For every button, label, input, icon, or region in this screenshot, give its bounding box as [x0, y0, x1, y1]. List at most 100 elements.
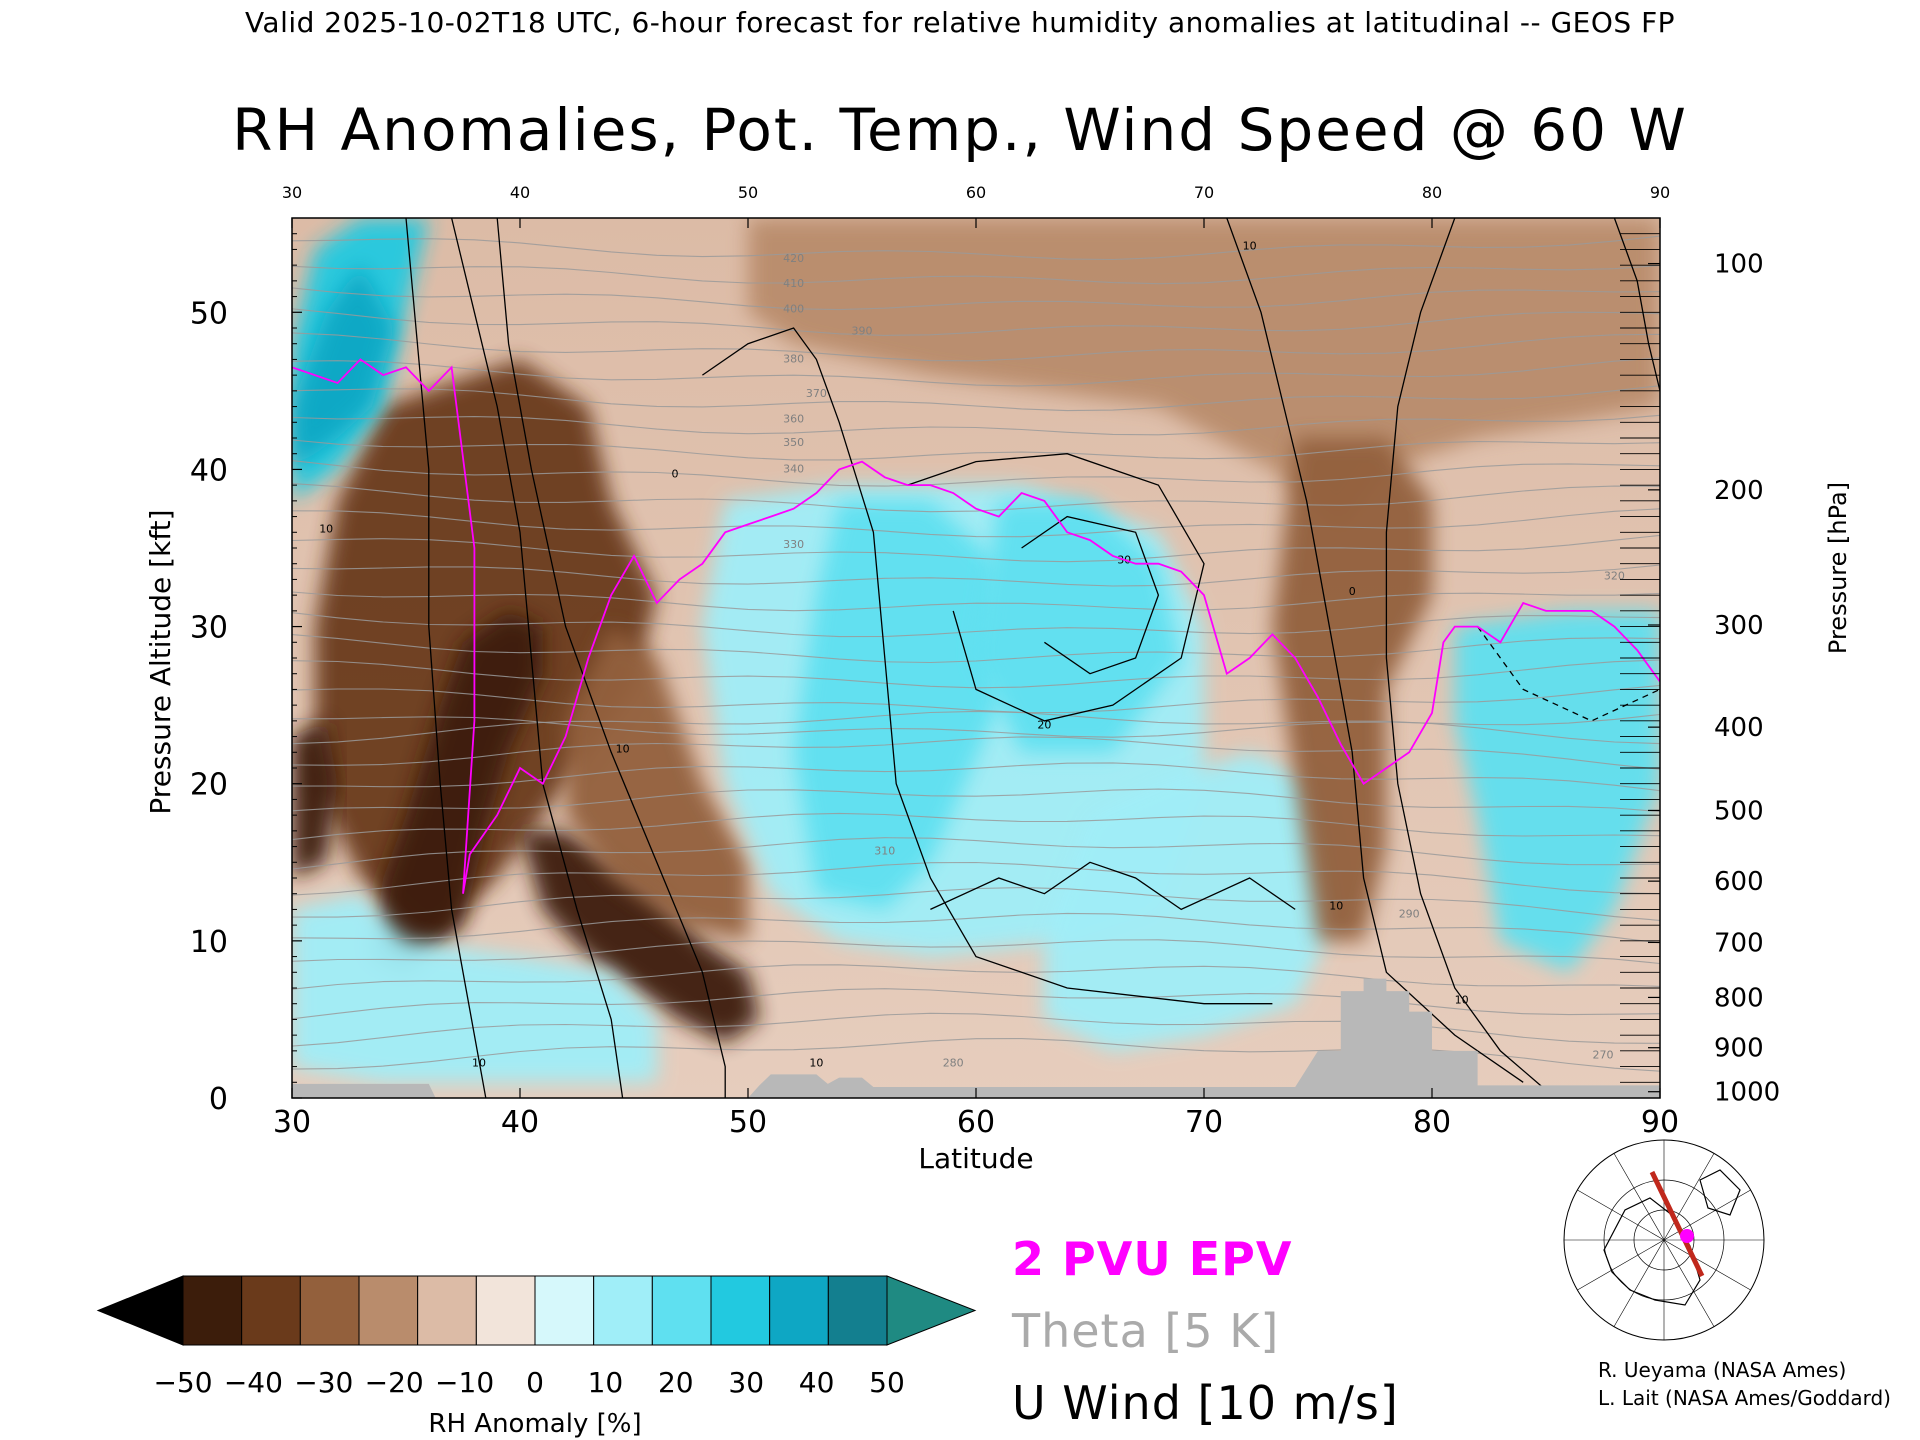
theta-label-13: 280 — [943, 1057, 964, 1070]
theta-line-31 — [292, 287, 1660, 311]
wind-label-0: 10 — [319, 522, 333, 535]
y2-axis-label: Pressure [hPa] — [1824, 482, 1852, 654]
theta-line-17 — [292, 634, 1660, 664]
theta-line-19 — [292, 591, 1660, 612]
rh-region-1 — [371, 610, 543, 973]
wind-line-7 — [1385, 218, 1547, 1091]
minimap-coastline — [1699, 1169, 1741, 1216]
theta-line-23 — [292, 483, 1660, 513]
colorbar-swatch-3 — [358, 1275, 419, 1346]
wind-label-7: 0 — [1349, 585, 1356, 598]
theta-line-29 — [292, 332, 1660, 362]
x-top-tick-label-2: 50 — [738, 183, 758, 202]
theta-line-9 — [292, 812, 1660, 841]
x-tick-label-3: 60 — [957, 1105, 995, 1140]
p-tick-label-5: 600 — [1714, 867, 1764, 897]
credit-ueyama: R. Ueyama (NASA Ames) — [1598, 1358, 1847, 1382]
wind-line-4 — [907, 453, 1205, 722]
x-tick-label-6: 90 — [1641, 1105, 1679, 1140]
wind-line-1 — [450, 218, 624, 1098]
terrain — [292, 978, 1660, 1098]
colorbar-tick-label-0: −50 — [153, 1366, 212, 1399]
wind-label-8: 10 — [1329, 899, 1343, 912]
wind-label-1: 10 — [616, 742, 630, 755]
p-tick-label-6: 700 — [1714, 928, 1764, 958]
theta-label-6: 360 — [783, 412, 804, 425]
x-tick-label-5: 80 — [1413, 1105, 1451, 1140]
colorbar: −50 −40 −30 −20 −10 0 10 20 30 40 50 RH Anomaly [%] — [96, 1275, 977, 1439]
y-tick-label-1: 10 — [190, 925, 228, 960]
theta-line-12 — [292, 736, 1660, 770]
theta-label-10: 320 — [1604, 569, 1625, 582]
header-line: Valid 2025-10-02T18 UTC, 6-hour forecast… — [244, 6, 1676, 39]
rh-region-10 — [292, 893, 657, 1083]
theta-label-4: 380 — [783, 353, 804, 366]
minimap-meridian — [1663, 1153, 1715, 1241]
wind-line-10 — [930, 861, 1296, 911]
x-top-tick-label-3: 60 — [966, 183, 986, 202]
theta-label-8: 340 — [783, 463, 804, 476]
p-tick-label-1: 200 — [1714, 476, 1764, 506]
colorbar-tick-label-8: 30 — [728, 1366, 764, 1399]
y-tick-label-5: 50 — [190, 296, 228, 331]
colorbar-low-arrow — [96, 1275, 184, 1346]
theta-label-1: 410 — [783, 277, 804, 290]
x-top-tick-label-0: 30 — [282, 183, 302, 202]
x-tick-label-1: 40 — [501, 1105, 539, 1140]
colorbar-tick-label-9: 40 — [799, 1366, 835, 1399]
theta-line-22 — [292, 508, 1660, 538]
theta-line-8 — [292, 837, 1660, 870]
epv-contour — [292, 358, 1660, 894]
credit-lait: L. Lait (NASA Ames/Goddard) — [1598, 1386, 1891, 1410]
theta-label-0: 420 — [783, 252, 804, 265]
colorbar-swatch-2 — [299, 1275, 360, 1346]
rh-region-4 — [565, 626, 748, 941]
location-minimap — [1563, 1139, 1765, 1341]
colorbar-tick-label-7: 20 — [658, 1366, 694, 1399]
wind-label-3: 0 — [672, 467, 679, 480]
colorbar-tick-label-4: −10 — [435, 1366, 494, 1399]
theta-line-2 — [292, 988, 1660, 1020]
chart-title: RH Anomalies, Pot. Temp., Wind Speed @ 6… — [232, 96, 1688, 164]
theta-line-15 — [292, 684, 1660, 714]
theta-line-21 — [292, 534, 1660, 563]
x-top-tick-label-1: 40 — [510, 183, 530, 202]
theta-label-14: 270 — [1593, 1049, 1614, 1062]
theta-label-9: 330 — [783, 538, 804, 551]
colorbar-tick-label-6: 10 — [588, 1366, 624, 1399]
theta-label-12: 290 — [1399, 907, 1420, 920]
colorbar-swatch-5 — [475, 1275, 536, 1346]
theta-line-25 — [292, 439, 1660, 461]
theta-line-10 — [292, 788, 1660, 813]
theta-line-24 — [292, 460, 1660, 487]
colorbar-swatch-6 — [534, 1275, 595, 1346]
minimap-meridian — [1577, 1239, 1665, 1291]
theta-line-4 — [292, 939, 1660, 965]
theta-label-11: 310 — [874, 844, 895, 857]
minimap-meridian — [1613, 1153, 1665, 1241]
colorbar-swatch-4 — [417, 1275, 477, 1346]
wind-line-2 — [405, 218, 487, 1098]
x-tick-label-2: 50 — [729, 1105, 767, 1140]
colorbar-swatch-11 — [827, 1275, 888, 1346]
theta-line-14 — [292, 713, 1660, 738]
p-tick-label-9: 1000 — [1714, 1078, 1780, 1108]
theta-line-11 — [292, 762, 1660, 792]
colorbar-tick-label-2: −30 — [294, 1366, 353, 1399]
theta-line-32 — [292, 264, 1660, 285]
wind-line-3 — [702, 327, 1273, 1005]
wind-label-6: 10 — [1243, 239, 1257, 252]
p-tick-label-0: 100 — [1714, 250, 1764, 280]
theta-label-7: 350 — [783, 436, 804, 449]
wind-label-10: 10 — [809, 1057, 823, 1070]
wind-label-4: 20 — [1037, 719, 1051, 732]
y-tick-label-3: 30 — [190, 611, 228, 646]
theta-line-20 — [292, 564, 1660, 587]
colorbar-tick-label-3: −20 — [365, 1366, 424, 1399]
colorbar-high-arrow — [886, 1275, 977, 1346]
rh-region-14 — [1272, 438, 1432, 941]
theta-line-5 — [292, 912, 1660, 944]
